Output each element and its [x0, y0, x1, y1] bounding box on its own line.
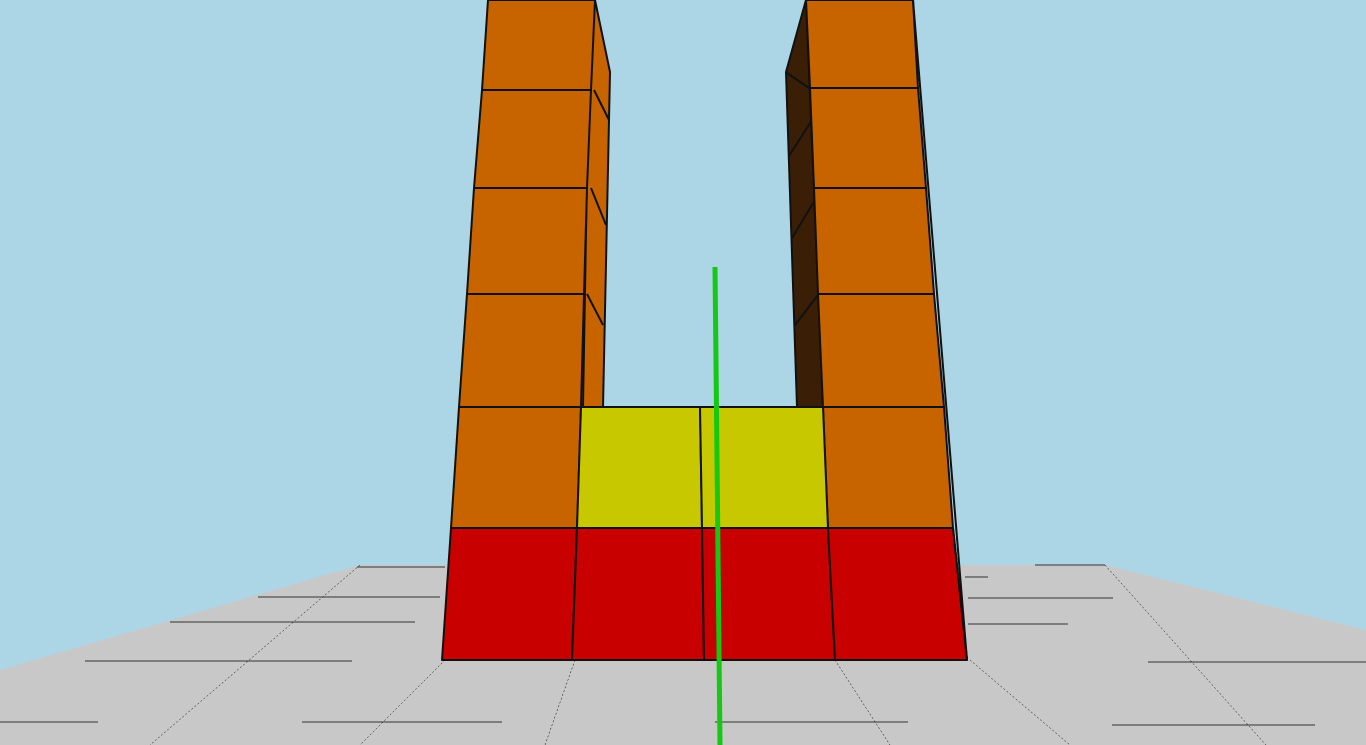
red-block-4[interactable]: [827, 527, 968, 661]
left-tower-block-2[interactable]: [473, 89, 592, 189]
ground-grid: [0, 564, 1366, 726]
left-tower-block-5[interactable]: [450, 406, 582, 529]
right-tower-block-5[interactable]: [822, 406, 954, 529]
yellow-block-left[interactable]: [576, 406, 703, 529]
left-tower-block-3[interactable]: [466, 187, 588, 295]
ground-perspective-lines: [149, 564, 1267, 745]
red-block-2[interactable]: [571, 527, 705, 661]
left-tower-block-1[interactable]: [481, 0, 596, 91]
red-block-1[interactable]: [441, 527, 578, 661]
left-tower: [450, 0, 596, 529]
left-tower-block-4[interactable]: [458, 293, 585, 408]
right-tower-block-2[interactable]: [809, 87, 927, 189]
right-tower-block-1[interactable]: [805, 0, 919, 89]
right-tower-block-4[interactable]: [817, 293, 945, 408]
right-tower: [805, 0, 968, 661]
middle-yellow-row: [576, 406, 829, 529]
base-red-row: [441, 527, 968, 661]
red-block-3[interactable]: [701, 527, 836, 661]
right-tower-block-3[interactable]: [813, 187, 935, 295]
vertical-aim-line-icon: [712, 266, 723, 745]
